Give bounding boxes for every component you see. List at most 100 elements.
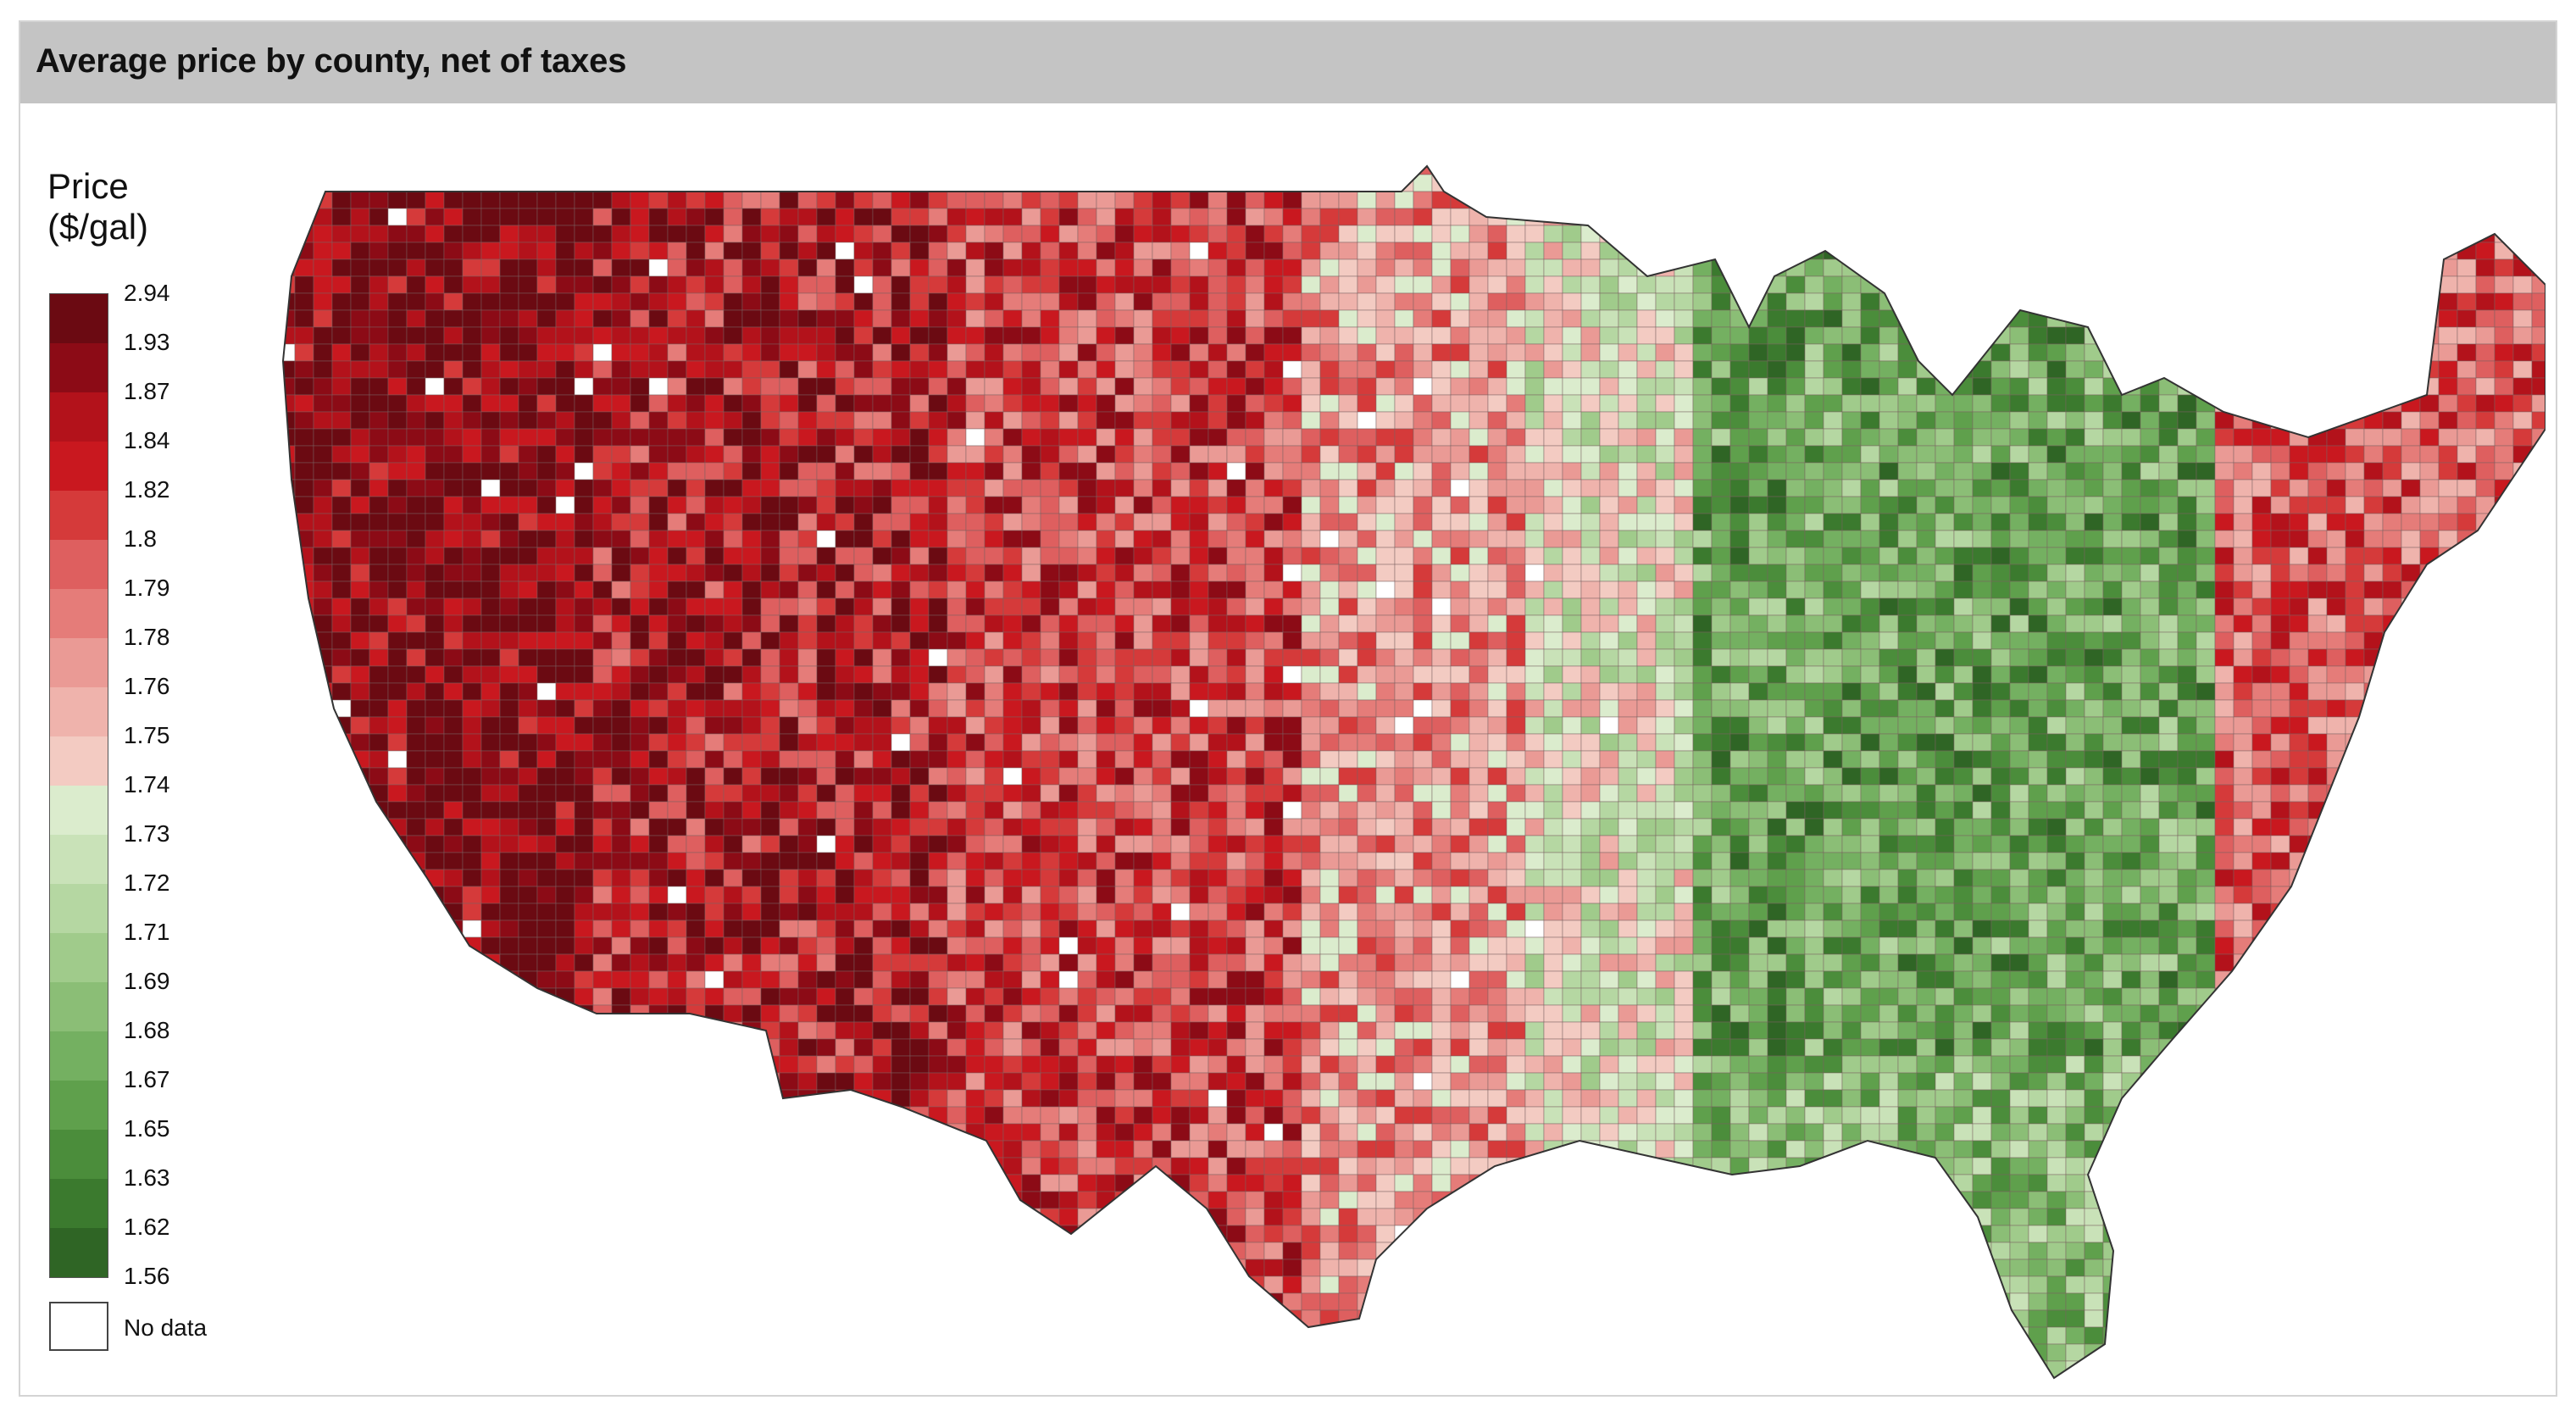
county-cell [816, 292, 836, 311]
county-cell [667, 166, 687, 175]
county-cell [1357, 166, 1377, 175]
county-cell [1562, 292, 1582, 311]
county-cell [1040, 614, 1060, 633]
county-cell [1468, 784, 1489, 803]
county-cell [1357, 309, 1377, 328]
county-cell [425, 326, 445, 345]
county-cell [1860, 462, 1880, 481]
county-cell [2307, 343, 2328, 362]
county-cell [1823, 496, 1843, 514]
county-cell [2251, 191, 2272, 209]
county-cell [1748, 411, 1768, 430]
county-cell [667, 530, 687, 548]
county-cell [592, 733, 613, 752]
county-cell [1152, 631, 1172, 650]
county-cell [1021, 258, 1041, 277]
county-cell [1692, 174, 1713, 192]
county-cell [331, 547, 352, 565]
county-cell [1058, 767, 1079, 786]
county-cell [443, 648, 464, 667]
county-cell [1804, 445, 1824, 464]
county-cell [536, 818, 557, 836]
county-cell [1450, 631, 1470, 650]
county-cell [2382, 597, 2402, 616]
county-cell [965, 581, 985, 599]
county-cell [1972, 530, 1992, 548]
county-cell [611, 166, 631, 175]
county-cell [1170, 326, 1191, 345]
county-cell [2363, 394, 2384, 413]
county-cell [1841, 309, 1862, 328]
county-cell [518, 326, 538, 345]
county-cell [1953, 208, 1974, 226]
county-cell [1040, 309, 1060, 328]
county-cell [2233, 326, 2253, 345]
county-cell [2084, 784, 2104, 803]
county-cell [1226, 343, 1246, 362]
county-cells [258, 166, 2545, 1378]
county-cell [741, 428, 762, 447]
county-cell [1524, 716, 1545, 735]
county-cell [1618, 699, 1638, 718]
county-cell [648, 411, 669, 430]
county-cell [387, 733, 408, 752]
county-cell [518, 801, 538, 820]
county-cell [2140, 208, 2160, 226]
county-cell [283, 547, 296, 565]
legend-no-data-label: No data [124, 1314, 208, 1341]
county-cell [406, 581, 426, 599]
county-cell [1058, 191, 1079, 209]
county-cell [1823, 225, 1843, 243]
county-cell [2102, 394, 2123, 413]
county-cell [1580, 767, 1601, 786]
county-cell [258, 734, 276, 751]
county-cell [704, 411, 724, 430]
county-cell [2457, 801, 2477, 820]
county-cell [816, 581, 836, 599]
county-cell [1413, 360, 1433, 379]
county-cell [2438, 801, 2458, 820]
county-cell [2214, 682, 2235, 701]
county-cell [1301, 462, 1321, 481]
county-cell [499, 547, 519, 565]
county-cell [555, 699, 575, 718]
county-cell [2177, 716, 2197, 735]
county-cell [1002, 818, 1023, 836]
county-cell [1152, 479, 1172, 497]
legend-swatch [50, 1130, 108, 1179]
county-cell [1413, 801, 1433, 820]
county-cell [2307, 292, 2328, 311]
county-cell [1338, 208, 1358, 226]
county-cell [1879, 462, 1899, 481]
county-cell [1655, 343, 1675, 362]
county-cell [686, 326, 706, 345]
county-cell [2326, 496, 2346, 514]
county-cell [1767, 411, 1787, 430]
county-cell [1524, 292, 1545, 311]
county-cell [1748, 174, 1768, 192]
county-cell [1897, 767, 1918, 786]
county-cell [1785, 784, 1806, 803]
county-cell [1674, 699, 1694, 718]
county-cell [2084, 275, 2104, 294]
county-cell [1636, 496, 1657, 514]
county-cell [2494, 547, 2514, 565]
county-cell [443, 631, 464, 650]
county-cell [1282, 682, 1302, 701]
county-cell [797, 191, 818, 209]
county-cell [872, 631, 892, 650]
county-cell [797, 801, 818, 820]
county-cell [1431, 326, 1452, 345]
county-cell [499, 784, 519, 803]
county-cell [1636, 767, 1657, 786]
county-cell [760, 750, 780, 769]
county-cell [350, 275, 370, 294]
county-cell [1077, 191, 1097, 209]
county-cell [1711, 767, 1731, 786]
county-cell [2084, 377, 2104, 396]
county-cell [872, 377, 892, 396]
county-cell [592, 581, 613, 599]
county-cell [1953, 597, 1974, 616]
county-cell [1785, 818, 1806, 836]
county-cell [555, 166, 575, 175]
